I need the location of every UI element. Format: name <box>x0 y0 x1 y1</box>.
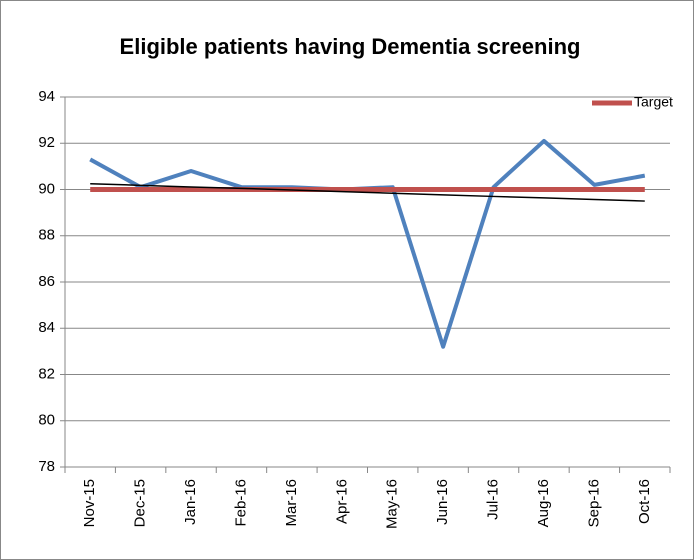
y-tick-label: 80 <box>38 412 55 429</box>
x-tick-label: Jul-16 <box>485 479 502 520</box>
x-tick-label: Jan-16 <box>182 479 199 525</box>
y-tick-label: 90 <box>38 180 55 197</box>
x-tick-label: Jun-16 <box>434 479 451 525</box>
x-tick-label: Apr-16 <box>333 479 350 524</box>
x-tick-label: May-16 <box>384 479 401 529</box>
y-tick-label: 82 <box>38 365 55 382</box>
series-line <box>90 182 645 202</box>
x-tick-label: Feb-16 <box>232 479 249 527</box>
legend-label: Target <box>634 94 673 110</box>
x-tick-label: Nov-15 <box>81 479 98 527</box>
y-tick-label: 94 <box>38 88 55 105</box>
y-tick-label: 78 <box>38 458 55 475</box>
y-tick-label: 92 <box>38 134 55 151</box>
y-tick-label: 88 <box>38 227 55 244</box>
x-tick-label: Oct-16 <box>636 479 653 524</box>
y-tick-label: 84 <box>38 319 55 336</box>
x-tick-label: Aug-16 <box>535 479 552 527</box>
x-tick-label: Mar-16 <box>283 479 300 527</box>
chart-title: Eligible patients having Dementia screen… <box>120 34 581 59</box>
x-tick-label: Sep-16 <box>585 479 602 527</box>
y-tick-label: 86 <box>38 273 55 290</box>
x-tick-label: Dec-15 <box>132 479 149 527</box>
